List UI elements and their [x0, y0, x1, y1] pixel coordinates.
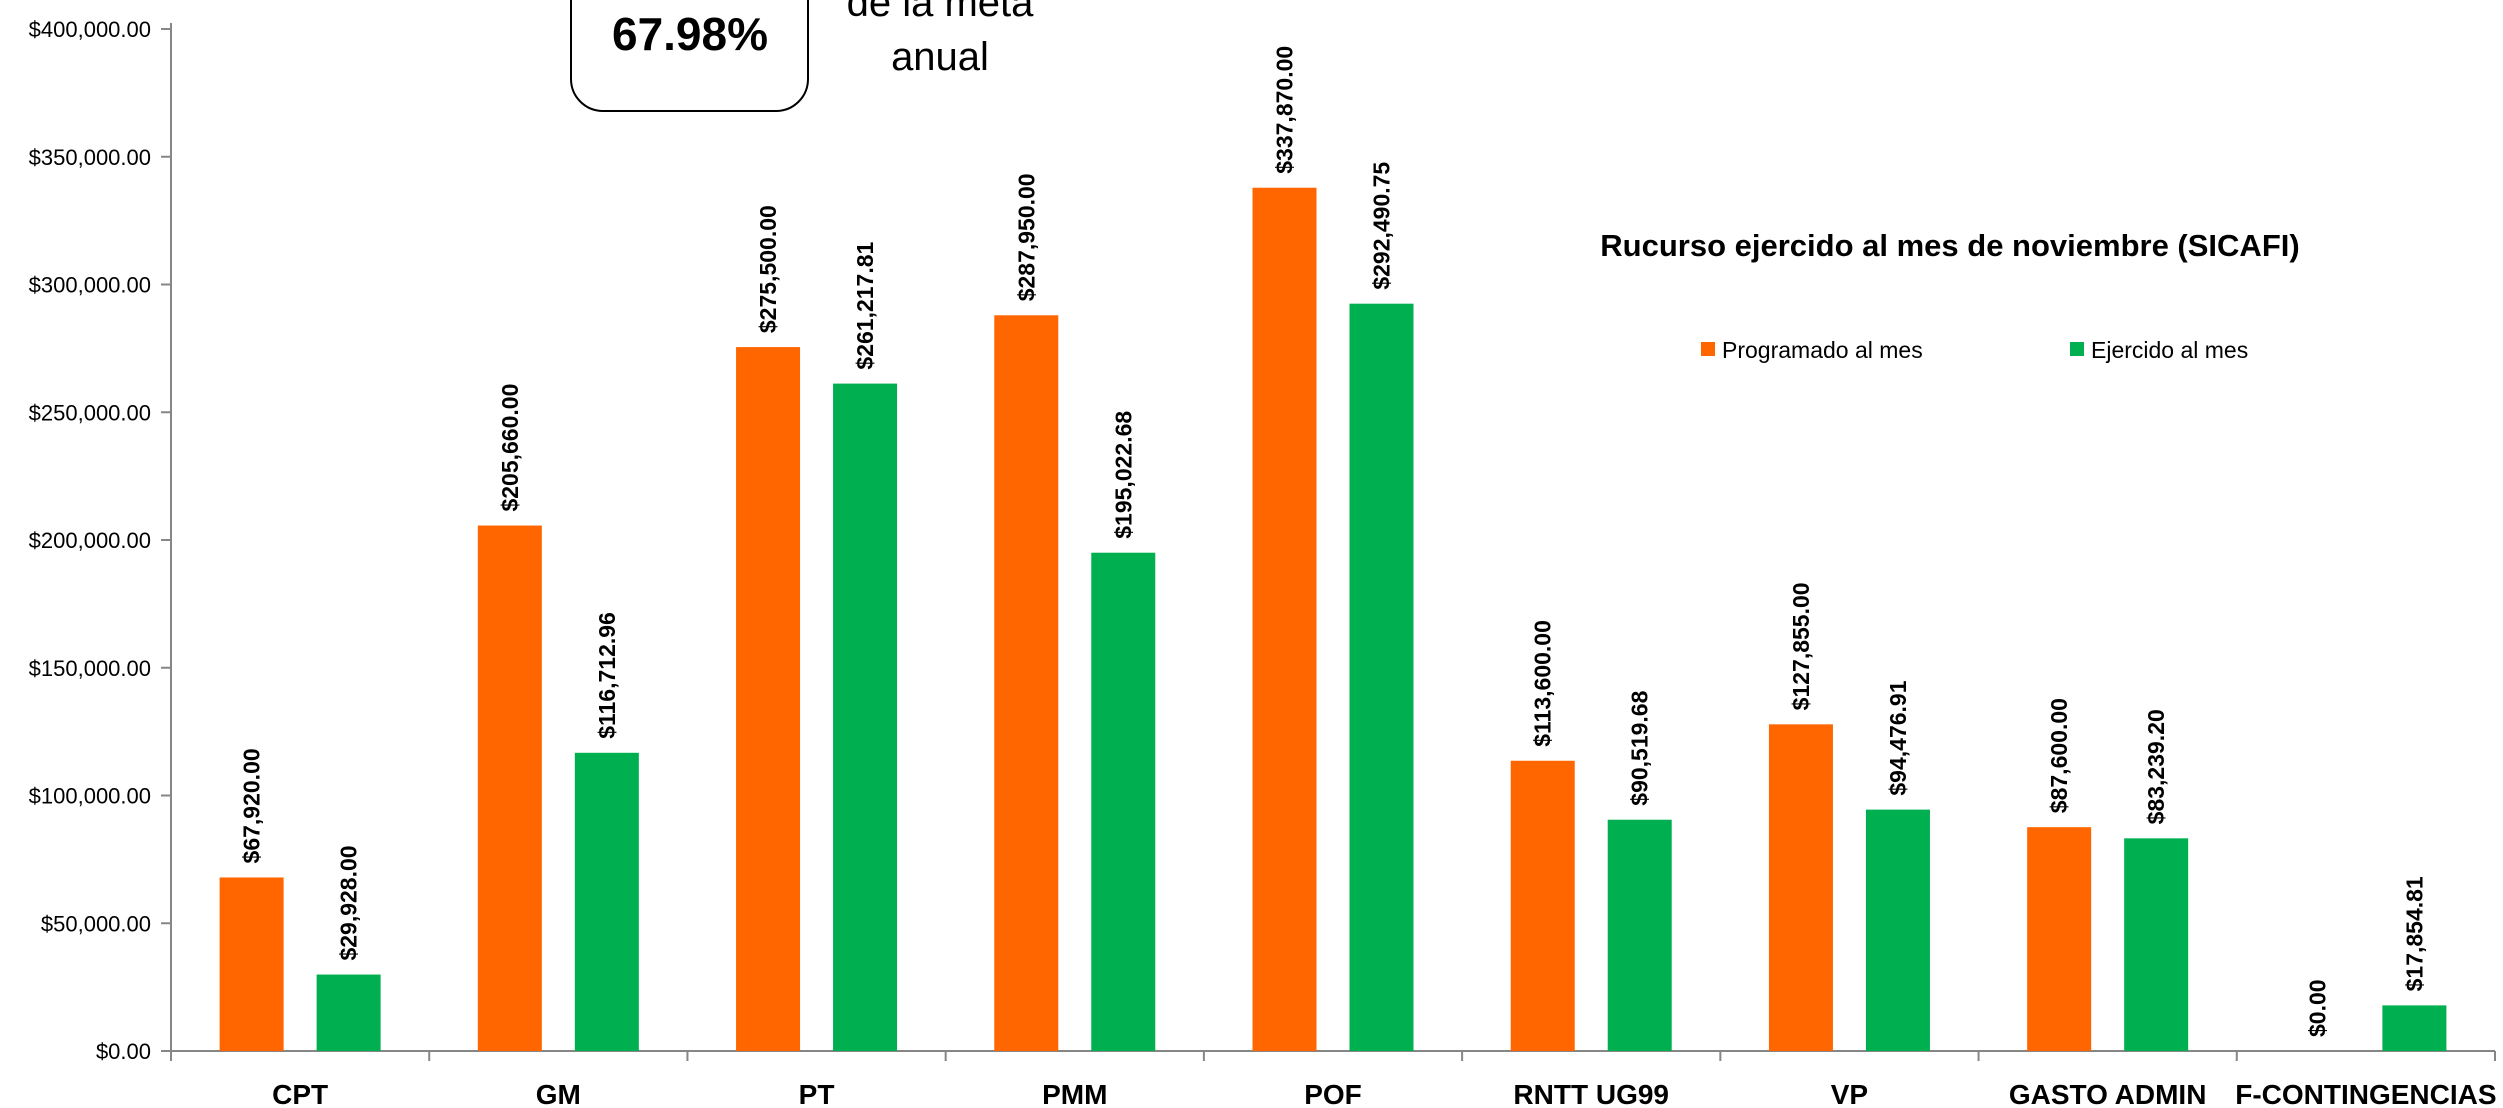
data-label: $287,950.00 — [1013, 173, 1039, 301]
data-label: $94,476.91 — [1885, 680, 1911, 795]
x-category-label: VP — [1831, 1079, 1868, 1108]
bar-programado-rntt-ug99 — [1510, 760, 1575, 1051]
bar-programado-vp — [1768, 724, 1833, 1051]
bar-ejercido-cpt — [316, 974, 381, 1051]
chart-title: Rucurso ejercido al mes de noviembre (SI… — [1600, 228, 2299, 263]
y-tick-label: $50,000.00 — [41, 911, 151, 936]
data-label: $29,928.00 — [336, 845, 362, 960]
callout-value: 67.98% — [612, 8, 768, 60]
x-category-label: F-CONTINGENCIAS — [2235, 1079, 2496, 1108]
bar-programado-cpt — [219, 877, 284, 1051]
data-label: $205,660.00 — [497, 384, 523, 512]
bar-ejercido-f-contingencias — [2382, 1005, 2447, 1051]
y-tick-label: $100,000.00 — [29, 784, 151, 809]
data-label: $195,022.68 — [1110, 411, 1136, 539]
y-axis-ticks: $0.00 $50,000.00 $100,000.00 $150,000.00 $20… — [29, 17, 171, 1064]
bar-programado-pmm — [994, 315, 1059, 1052]
bar-ejercido-vp — [1865, 809, 1930, 1051]
data-label: $90,519.68 — [1627, 690, 1653, 805]
bar-programado-gasto-admin — [2027, 827, 2092, 1051]
data-label: $275,500.00 — [755, 205, 781, 333]
bar-ejercido-pmm — [1091, 552, 1156, 1051]
data-label: $87,600.00 — [2046, 698, 2072, 813]
data-label: $261,217.81 — [852, 241, 878, 369]
bar-ejercido-rntt-ug99 — [1607, 819, 1672, 1051]
legend-swatch-programado — [1701, 342, 1715, 356]
data-label: $337,870.00 — [1272, 46, 1298, 174]
callout-box — [570, 0, 809, 112]
data-label: $127,855.00 — [1788, 582, 1814, 710]
legend: Programado al mes Ejercido al mes — [1701, 337, 2248, 363]
data-label: $113,600.00 — [1530, 620, 1556, 747]
bar-series — [219, 187, 2447, 1052]
x-category-label: GASTO ADMIN — [2009, 1079, 2207, 1108]
bar-ejercido-pt — [833, 383, 898, 1051]
bar-ejercido-pof — [1349, 303, 1414, 1051]
x-category-label: POF — [1304, 1079, 1362, 1108]
bar-ejercido-gasto-admin — [2124, 838, 2189, 1051]
data-label: $67,920.00 — [239, 748, 265, 863]
y-tick-label: $250,000.00 — [29, 400, 151, 425]
y-tick-label: $200,000.00 — [29, 528, 151, 553]
data-labels: $67,920.00 $29,928.00 $205,660.00 $116,712.… — [239, 46, 2428, 1037]
bar-ejercido-gm — [574, 752, 639, 1051]
data-label: $0.00 — [2304, 979, 2330, 1037]
chart-axes — [170, 23, 2496, 1061]
data-label: $83,239.20 — [2143, 709, 2169, 824]
x-category-label: PMM — [1042, 1079, 1107, 1108]
x-category-label: RNTT UG99 — [1513, 1079, 1669, 1108]
legend-label-programado: Programado al mes — [1722, 337, 1923, 363]
x-category-label: PT — [799, 1079, 835, 1108]
y-tick-label: $150,000.00 — [29, 656, 151, 681]
legend-swatch-ejercido — [2070, 342, 2084, 356]
category-labels: CPT GM PT PMM POF RNTT UG99 VP GASTO ADMIN F-CON… — [272, 1079, 2496, 1108]
data-label: $17,854.81 — [2401, 876, 2427, 991]
x-category-label: GM — [536, 1079, 581, 1108]
y-tick-label: $0.00 — [96, 1039, 151, 1064]
data-label: $292,490.75 — [1369, 162, 1395, 290]
bar-programado-pof — [1252, 187, 1317, 1051]
y-tick-label: $350,000.00 — [29, 145, 151, 170]
callout-text-line2: anual — [891, 35, 989, 79]
legend-label-ejercido: Ejercido al mes — [2091, 337, 2248, 363]
callout-text-line1: de la meta — [847, 0, 1035, 25]
y-tick-label: $300,000.00 — [29, 273, 151, 298]
x-category-label: CPT — [272, 1079, 328, 1108]
bar-programado-pt — [736, 347, 801, 1051]
y-tick-label: $400,000.00 — [29, 17, 151, 42]
data-label: $116,712.96 — [594, 612, 620, 739]
bar-programado-gm — [477, 525, 542, 1051]
callout-annotation: 67.98% de la meta anual — [570, 0, 1035, 112]
